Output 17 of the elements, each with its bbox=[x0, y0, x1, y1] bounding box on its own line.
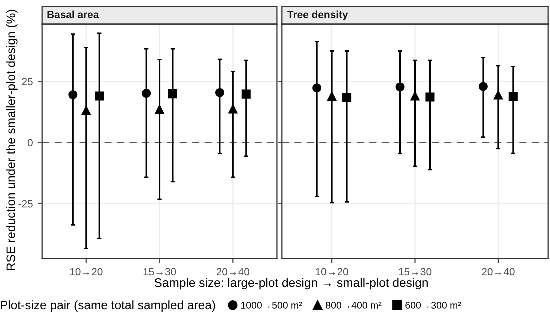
legend-label: 800→400 m² bbox=[326, 302, 382, 309]
chart-title: Basal area bbox=[48, 10, 100, 18]
x-tick-label: 10→20 bbox=[316, 268, 348, 276]
y-axis-title: RSE reduction under the smaller-plot design (%) bbox=[6, 10, 18, 270]
y-tick-label: 25 bbox=[22, 78, 33, 86]
x-tick-label: 20→40 bbox=[216, 268, 250, 276]
legend-title: Plot-size pair (same total sampled area) bbox=[1, 300, 216, 312]
x-tick-label: 15→30 bbox=[144, 268, 176, 276]
y-tick-label: -25 bbox=[18, 200, 33, 208]
x-tick-label: 15→30 bbox=[399, 268, 432, 276]
x-axis-title: Sample size: large-plot design → small-plot design bbox=[154, 278, 428, 290]
y-tick-label: 0 bbox=[28, 139, 33, 147]
legend-label: 600→300 m² bbox=[406, 302, 462, 309]
x-tick-label: 20→40 bbox=[482, 268, 515, 276]
x-tick-label: 10→20 bbox=[70, 268, 103, 276]
legend-label: 1000→500 m² bbox=[241, 302, 302, 309]
chart-title: Tree density bbox=[288, 10, 348, 21]
